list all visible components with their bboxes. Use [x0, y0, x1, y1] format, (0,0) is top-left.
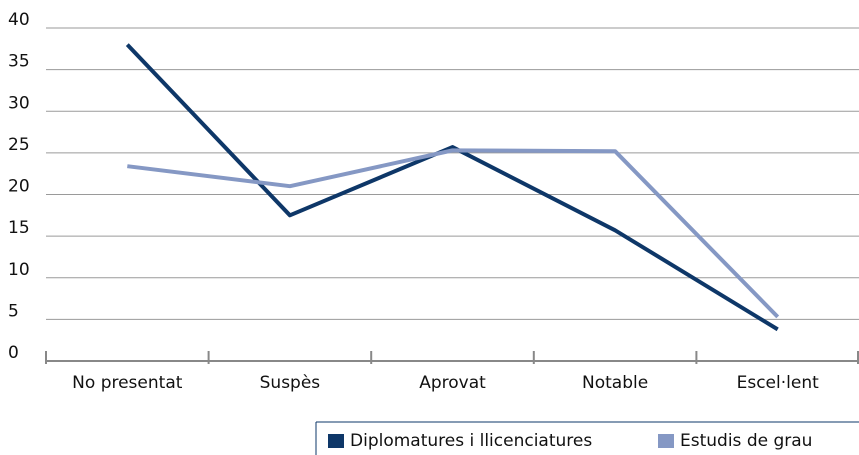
y-tick-label: 5 — [8, 301, 19, 321]
series-line — [125, 43, 779, 332]
y-tick-label: 10 — [8, 260, 30, 280]
x-tick-label: No presentat — [72, 373, 183, 393]
y-tick-label: 30 — [8, 93, 30, 113]
y-tick-label: 0 — [8, 343, 19, 363]
series-line — [127, 148, 780, 319]
legend-swatch — [658, 434, 674, 448]
y-tick-label: 20 — [8, 177, 30, 197]
y-tick-label: 35 — [8, 52, 30, 72]
legend-label: Estudis de grau — [680, 431, 812, 451]
x-tick-label: Escel·lent — [737, 373, 819, 393]
legend-label: Diplomatures i llicenciatures — [350, 431, 592, 451]
x-tick-label: Notable — [582, 373, 648, 393]
x-tick-label: Suspès — [260, 373, 321, 393]
legend-swatch — [328, 434, 344, 448]
y-tick-label: 25 — [8, 135, 30, 155]
x-tick-label: Aprovat — [419, 373, 486, 393]
y-tick-label: 15 — [8, 218, 30, 238]
y-tick-label: 40 — [8, 10, 30, 30]
